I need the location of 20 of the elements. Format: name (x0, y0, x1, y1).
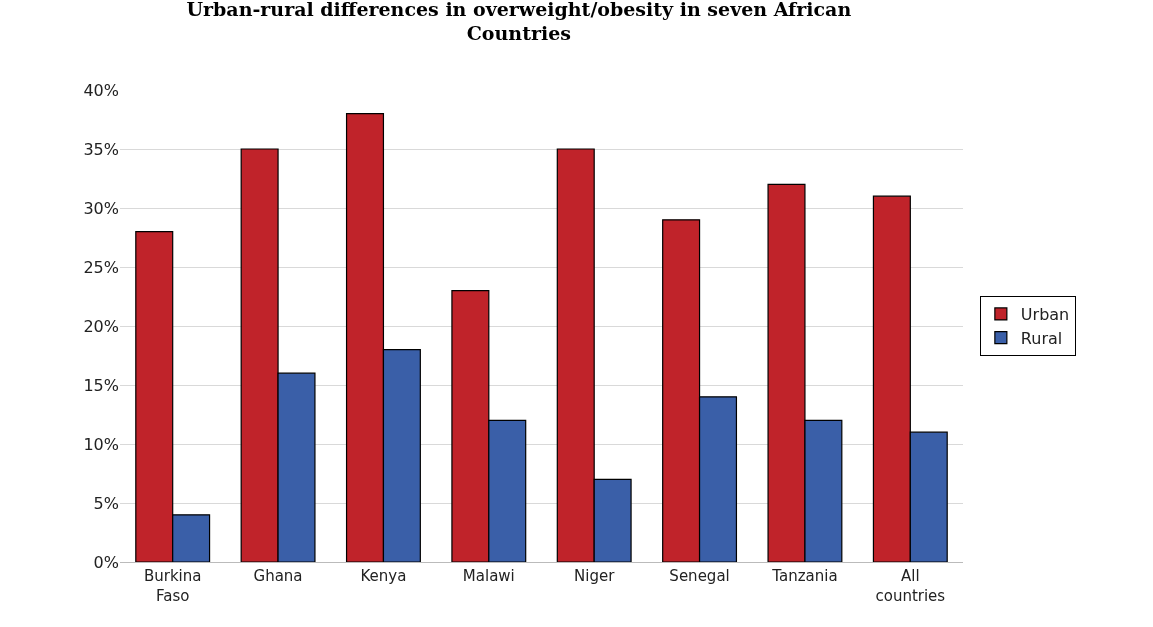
y-tick-label: 0% (93, 552, 119, 572)
x-tick-label: Niger (574, 567, 616, 585)
x-tick-label: Senegal (669, 567, 730, 585)
x-tick-label: Burkina Faso (143, 567, 202, 605)
y-tick-label: 5% (93, 493, 119, 513)
legend-label: Urban (1020, 305, 1070, 325)
y-tick-label: 15% (83, 375, 119, 395)
y-tick-label: 30% (83, 198, 119, 218)
y-tick-label: 35% (83, 139, 119, 159)
x-tick-label: Ghana (253, 567, 303, 585)
legend-label: Rural (1020, 328, 1063, 348)
y-tick-label: 25% (83, 257, 119, 277)
chart-title: Urban-rural differences in overweight/obesity in seven African Countries (186, 0, 852, 45)
y-tick-label: 10% (83, 434, 119, 454)
x-tick-label: Kenya (360, 567, 407, 585)
x-tick-label: All countries (875, 567, 946, 605)
y-tick-label: 40% (83, 80, 119, 100)
y-tick-label: 20% (83, 316, 119, 336)
x-tick-label: Malawi (462, 567, 515, 585)
x-tick-label: Tanzania (771, 567, 838, 585)
